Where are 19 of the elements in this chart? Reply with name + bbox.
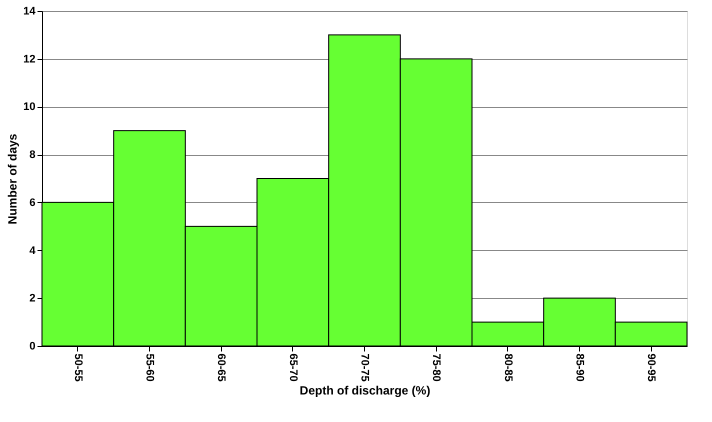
x-tick-label: 85-90: [574, 354, 586, 382]
y-tick-label: 10: [23, 101, 36, 114]
x-tick-label: 80-85: [502, 354, 514, 382]
x-tick-label: 50-55: [72, 354, 84, 382]
y-tick-label: 4: [29, 244, 36, 257]
x-axis-title: Depth of discharge (%): [300, 384, 430, 398]
x-tick-label: 70-75: [358, 354, 370, 382]
y-tick-label: 8: [29, 149, 36, 162]
x-tick-label: 55-60: [144, 354, 156, 382]
x-tick-label: 90-95: [645, 354, 658, 382]
y-tick-label: 12: [23, 53, 36, 66]
y-tick-label: 0: [29, 340, 36, 352]
y-tick-label: 6: [29, 196, 36, 209]
y-tick-label: 14: [23, 6, 36, 18]
y-tick-label: 2: [29, 292, 36, 305]
x-tick-label: 60-65: [215, 354, 228, 382]
y-axis-title: Number of days: [5, 133, 20, 224]
x-tick-label: 65-70: [286, 354, 299, 382]
x-tick-label: 75-80: [430, 354, 442, 382]
